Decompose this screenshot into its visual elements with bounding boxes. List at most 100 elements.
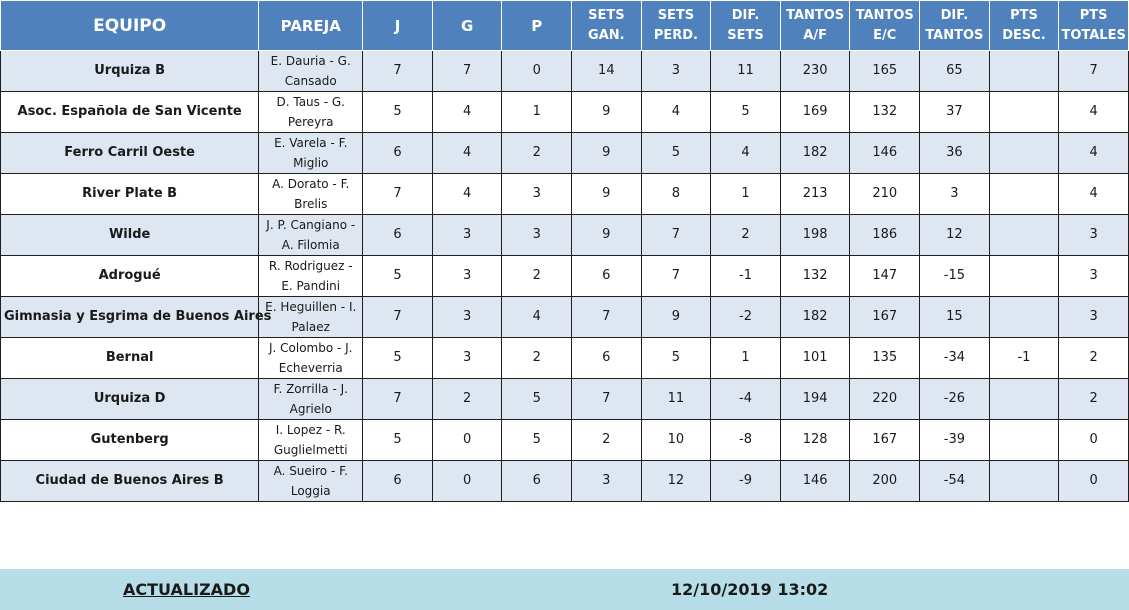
cell-lost: 3 [501, 173, 573, 215]
header-pts-total-line1: PTS [1079, 7, 1108, 23]
cell-pts-deducted [988, 378, 1060, 420]
cell-pair-line: I. Lopez - R. [275, 423, 346, 437]
cell-pts-deducted [988, 173, 1060, 215]
cell-won: 0 [431, 419, 503, 461]
cell-pts-deducted: -1 [988, 337, 1060, 379]
cell-pts-total: 3 [1058, 296, 1129, 338]
cell-sets-lost: 11 [640, 378, 712, 420]
cell-pts-deducted [988, 255, 1060, 297]
cell-points-against: 210 [849, 173, 921, 215]
cell-points-diff: 65 [919, 50, 990, 92]
cell-pts-total: 0 [1058, 419, 1129, 461]
cell-pair: A. Sueiro - F. Loggia [258, 460, 364, 502]
header-points-for-line2: A/F [803, 27, 827, 43]
table-row: Gutenberg I. Lopez - R. Guglielmetti 5 0 5 2 10… [0, 419, 1129, 461]
cell-points-against: 167 [849, 296, 921, 338]
header-points-against-line2: E/C [873, 27, 897, 43]
cell-pair: E. Varela - F. Miglio [258, 132, 364, 174]
cell-sets-diff: -8 [710, 419, 781, 461]
cell-played: 7 [362, 173, 433, 215]
cell-pair: D. Taus - G. Pereyra [258, 91, 364, 133]
cell-team: River Plate B [0, 173, 260, 215]
cell-lost: 0 [501, 50, 573, 92]
header-pair: PAREJA [258, 0, 364, 51]
cell-won: 3 [431, 214, 503, 256]
cell-won: 4 [431, 132, 503, 174]
cell-played: 6 [362, 214, 433, 256]
cell-lost: 3 [501, 214, 573, 256]
cell-team: Urquiza B [0, 50, 260, 92]
header-sets-won: SETS GAN. [571, 0, 642, 51]
cell-sets-diff: 1 [710, 337, 781, 379]
cell-points-for: 194 [779, 378, 851, 420]
header-won: G [431, 0, 503, 51]
cell-points-against: 135 [849, 337, 921, 379]
cell-pair-line: R. Rodriguez - [268, 259, 353, 273]
cell-pts-deducted [988, 419, 1060, 461]
cell-points-against: 220 [849, 378, 921, 420]
cell-pair-line: Miglio [293, 156, 329, 170]
cell-sets-diff: -2 [710, 296, 781, 338]
cell-played: 7 [362, 50, 433, 92]
cell-sets-won: 7 [571, 378, 642, 420]
cell-sets-won: 2 [571, 419, 642, 461]
cell-points-for: 182 [779, 296, 851, 338]
cell-won: 3 [431, 296, 503, 338]
cell-lost: 2 [501, 337, 573, 379]
cell-pts-total: 3 [1058, 255, 1129, 297]
header-sets-lost: SETS PERD. [640, 0, 712, 51]
table-row: Urquiza D F. Zorrilla - J. Agrielo 7 2 5 7 11 -4… [0, 378, 1129, 420]
cell-points-for: 101 [779, 337, 851, 379]
cell-sets-diff: 11 [710, 50, 781, 92]
cell-pair-line: Brelis [294, 197, 328, 211]
cell-sets-won: 14 [571, 50, 642, 92]
cell-points-against: 200 [849, 460, 921, 502]
cell-points-against: 186 [849, 214, 921, 256]
cell-pair-line: Guglielmetti [273, 443, 348, 457]
cell-team: Adrogué [0, 255, 260, 297]
table-row: Bernal J. Colombo - J. Echeverria 5 3 2 6 5 1 101… [0, 337, 1129, 379]
cell-won: 7 [431, 50, 503, 92]
cell-pts-deducted [988, 296, 1060, 338]
table-row: Gimnasia y Esgrima de Buenos Aires E. Heg… [0, 296, 1129, 338]
cell-played: 5 [362, 419, 433, 461]
header-team: EQUIPO [0, 0, 260, 51]
cell-points-for: 169 [779, 91, 851, 133]
cell-team: Gutenberg [0, 419, 260, 461]
cell-sets-won: 9 [571, 91, 642, 133]
cell-lost: 2 [501, 255, 573, 297]
cell-won: 3 [431, 337, 503, 379]
table-row: Adrogué R. Rodriguez - E. Pandini 5 3 2 6 7 -1 13… [0, 255, 1129, 297]
cell-pts-total: 4 [1058, 132, 1129, 174]
cell-played: 5 [362, 91, 433, 133]
cell-team: Ferro Carril Oeste [0, 132, 260, 174]
header-points-diff-line2: TANTOS [925, 27, 984, 43]
cell-played: 6 [362, 460, 433, 502]
cell-points-against: 165 [849, 50, 921, 92]
cell-played: 6 [362, 132, 433, 174]
cell-points-for: 230 [779, 50, 851, 92]
cell-won: 4 [431, 173, 503, 215]
cell-pair: J. P. Cangiano - A. Filomia [258, 214, 364, 256]
cell-pair-line: E. Varela - F. [274, 136, 348, 150]
cell-pts-deducted [988, 50, 1060, 92]
cell-pair-line: E. Heguillen - I. [265, 300, 357, 314]
header-points-for: TANTOS A/F [779, 0, 851, 51]
cell-pair-line: Palaez [291, 320, 330, 334]
cell-sets-lost: 7 [640, 214, 712, 256]
cell-pair: R. Rodriguez - E. Pandini [258, 255, 364, 297]
header-pts-deducted: PTS DESC. [988, 0, 1060, 51]
header-points-against: TANTOS E/C [849, 0, 921, 51]
cell-pts-deducted [988, 214, 1060, 256]
cell-played: 5 [362, 255, 433, 297]
cell-pair: E. Dauria - G. Cansado [258, 50, 364, 92]
cell-sets-lost: 3 [640, 50, 712, 92]
cell-lost: 4 [501, 296, 573, 338]
cell-sets-diff: -4 [710, 378, 781, 420]
table-row: Ciudad de Buenos Aires B A. Sueiro - F. Lo… [0, 460, 1129, 502]
cell-points-for: 132 [779, 255, 851, 297]
cell-pts-total: 7 [1058, 50, 1129, 92]
header-points-against-line1: TANTOS [855, 7, 914, 23]
cell-sets-lost: 9 [640, 296, 712, 338]
cell-points-diff: 3 [919, 173, 990, 215]
